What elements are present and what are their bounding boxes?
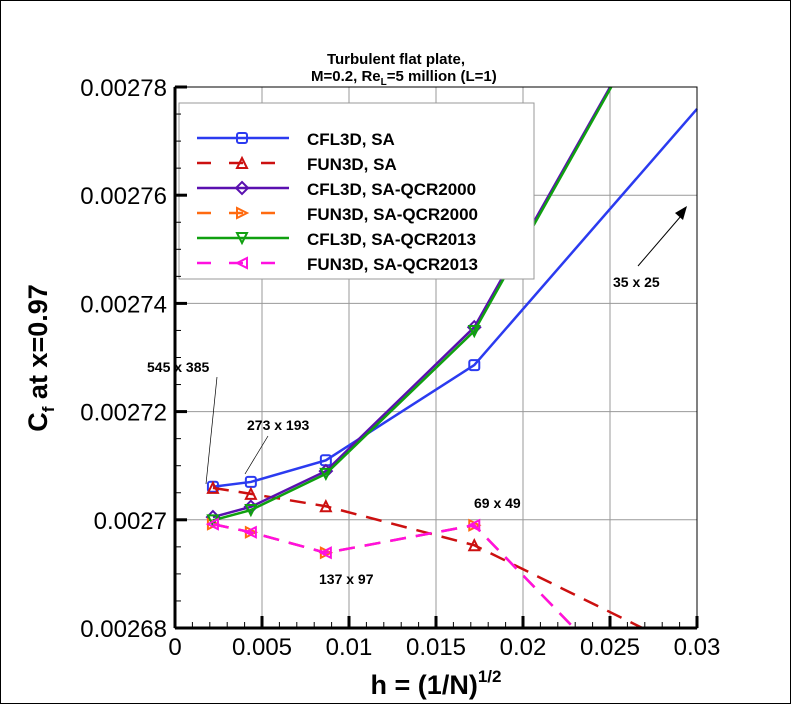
y-tick-label: 0.00274 <box>80 291 167 318</box>
arrow-head-icon <box>675 206 687 220</box>
annotation-label: 69 x 49 <box>474 495 521 511</box>
annotation-label: 35 x 25 <box>613 274 660 290</box>
legend-item: FUN3D, SA-QCR2013 <box>197 255 478 274</box>
legend-label: FUN3D, SA-QCR2000 <box>307 205 478 224</box>
legend-item: CFL3D, SA-QCR2013 <box>197 230 476 249</box>
annotation-label: 545 x 385 <box>147 359 209 375</box>
y-tick-label: 0.00276 <box>80 183 167 210</box>
y-tick-label: 0.00268 <box>80 616 167 643</box>
legend-item: CFL3D, SA-QCR2000 <box>197 180 476 199</box>
marker-square <box>236 132 248 144</box>
ticks: 0 0.005 0.01 0.015 0.02 0.025 0.03 0.00268 0.002… <box>80 75 720 661</box>
legend-item: FUN3D, SA-QCR2000 <box>197 205 478 224</box>
legend-item: CFL3D, SA <box>197 130 395 149</box>
marker-diamond <box>234 180 250 196</box>
marker-triangle-up <box>206 480 220 494</box>
legend-label: CFL3D, SA-QCR2013 <box>307 230 476 249</box>
annotation-label: 273 x 193 <box>247 417 309 433</box>
legend-label: CFL3D, SA <box>307 130 395 149</box>
annotation-leader <box>244 435 269 475</box>
legend-label: FUN3D, SA-QCR2013 <box>307 255 478 274</box>
series-fun3d-sa-qcr2013 <box>205 517 575 629</box>
x-tick-label: 0.01 <box>326 634 373 661</box>
y-tick-label: 0.0027 <box>94 508 167 535</box>
annotation-label: 137 x 97 <box>319 571 374 587</box>
marker-triangle-up <box>235 155 249 169</box>
x-tick-label: 0.005 <box>232 634 292 661</box>
marker-triangle-down <box>235 232 249 246</box>
annotation-leader <box>205 376 218 485</box>
series-line <box>212 486 643 630</box>
legend-label: FUN3D, SA <box>307 155 397 174</box>
chart-title-line1: Turbulent flat plate, <box>327 51 465 68</box>
marker-triangle-right <box>236 206 250 220</box>
marker-triangle-down <box>319 467 333 482</box>
series-fun3d-sa-qcr2000 <box>206 517 575 629</box>
chart-title-line2: M=0.2, ReL=5 million (L=1) <box>311 68 497 88</box>
series-line <box>212 522 575 629</box>
annotations: 545 x 385 273 x 193 137 x 97 69 x 49 35 x 25 <box>147 206 687 587</box>
series-fun3d-sa <box>206 480 643 630</box>
marker-triangle-left <box>318 546 332 560</box>
legend: CFL3D, SA FUN3D, SA CFL3D, SA-QCR2000 FUN3D… <box>178 102 535 280</box>
y-axis-label: Cf at x=0.97 <box>23 284 58 432</box>
x-tick-label: 0.015 <box>406 634 466 661</box>
y-tick-label: 0.00278 <box>80 75 167 102</box>
marker-square <box>468 359 481 372</box>
marker-triangle-up <box>319 499 333 513</box>
marker-triangle-left <box>243 525 257 539</box>
y-tick-label: 0.00272 <box>80 400 167 427</box>
series-line <box>212 108 698 489</box>
marker-triangle-left <box>234 256 248 270</box>
x-tick-label: 0.025 <box>580 634 640 661</box>
marker-triangle-down <box>467 324 481 339</box>
annotation-arrow-line <box>637 215 682 267</box>
x-axis-label: h = (1/N)1/2 <box>371 667 502 700</box>
marker-triangle-down <box>244 504 258 518</box>
marker-triangle-left <box>205 517 219 531</box>
marker-triangle-up <box>244 486 258 500</box>
x-tick-label: 0.02 <box>500 634 547 661</box>
x-tick-label: 0 <box>168 634 181 661</box>
legend-label: CFL3D, SA-QCR2000 <box>307 180 476 199</box>
marker-triangle-up <box>467 537 481 552</box>
marker-triangle-left <box>467 518 481 532</box>
legend-item: FUN3D, SA <box>197 155 397 174</box>
x-tick-label: 0.03 <box>674 634 721 661</box>
